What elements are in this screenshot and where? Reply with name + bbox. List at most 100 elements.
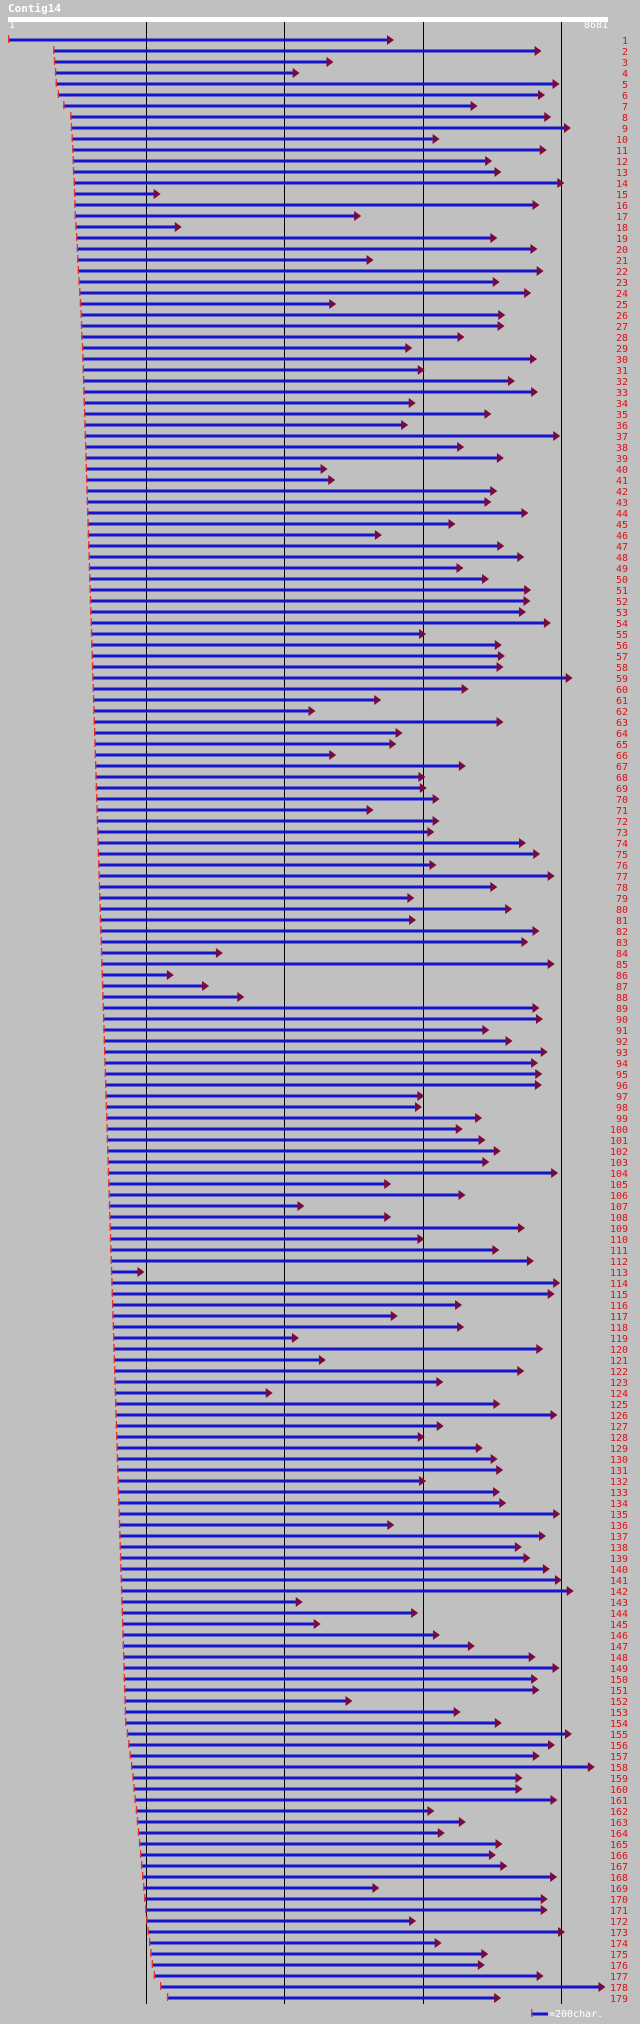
read-start-tick (121, 1608, 123, 1616)
read-arrow-head (457, 332, 465, 342)
read-start-tick (128, 1740, 130, 1748)
read-start-tick (86, 475, 88, 483)
read-start-tick (122, 1641, 124, 1649)
read-arrow-head (166, 970, 174, 980)
read-arrow-head (500, 1861, 508, 1871)
read-label: 30 (616, 355, 628, 366)
read-label: 4 (622, 69, 628, 80)
read-label: 14 (616, 179, 628, 190)
read-arrow-head (409, 915, 417, 925)
read-label: 20 (616, 245, 628, 256)
read-label: 121 (610, 1356, 628, 1367)
read-arrow-head (389, 739, 397, 749)
read-arrow-head (532, 1685, 540, 1695)
read-label: 115 (610, 1290, 628, 1301)
read-label: 51 (616, 586, 628, 597)
read-arrow-head (490, 882, 498, 892)
read-arrow-head (526, 1256, 534, 1266)
read-label: 36 (616, 421, 628, 432)
read-label: 85 (616, 960, 628, 971)
read-arrow-head (530, 244, 538, 254)
read-start-tick (103, 1025, 105, 1033)
read-start-tick (166, 1993, 169, 2001)
read-start-tick (89, 585, 91, 593)
read-arrow-head (467, 1641, 475, 1651)
read-arrow-head (408, 398, 416, 408)
read-start-tick (85, 453, 87, 461)
read-label: 152 (610, 1697, 628, 1708)
read-arrow-head (505, 1036, 513, 1046)
read-start-tick (95, 772, 97, 780)
read-arrow-head (437, 1828, 445, 1838)
read-arrow-head (417, 365, 425, 375)
read-label: 27 (616, 322, 628, 333)
read-label: 50 (616, 575, 628, 586)
read-start-tick (113, 1344, 115, 1352)
read-start-tick (124, 1685, 126, 1693)
read-start-tick (147, 1927, 149, 1935)
read-arrow-head (297, 1201, 305, 1211)
read-start-tick (100, 926, 102, 934)
read-arrow-head (374, 530, 382, 540)
read-arrow-head (507, 376, 515, 386)
read-arrow-head (519, 838, 527, 848)
read-label: 140 (610, 1565, 628, 1576)
read-start-tick (124, 1707, 127, 1715)
read-label: 156 (610, 1741, 628, 1752)
read-arrow-head (477, 1960, 485, 1970)
read-arrow-head (417, 1432, 425, 1442)
read-start-tick (75, 222, 77, 230)
contig-title: Contig14 (8, 2, 61, 15)
read-arrow-head (539, 1531, 547, 1541)
read-start-tick (91, 651, 93, 659)
read-arrow-head (497, 651, 505, 661)
read-start-tick (96, 805, 98, 813)
read-arrow-head (457, 1322, 465, 1332)
read-label: 81 (616, 916, 628, 927)
read-label: 90 (616, 1015, 628, 1026)
read-start-tick (98, 882, 101, 890)
read-start-tick (77, 266, 80, 274)
read-label: 41 (616, 476, 628, 487)
read-arrow-head (552, 1663, 560, 1673)
read-label: 162 (610, 1807, 628, 1818)
read-label: 3 (622, 58, 628, 69)
read-label: 62 (616, 707, 628, 718)
read-arrow-head (547, 1289, 555, 1299)
read-arrow-head (485, 156, 493, 166)
read-label: 21 (616, 256, 628, 267)
read-label: 102 (610, 1147, 628, 1158)
read-start-tick (125, 1718, 127, 1726)
read-label: 124 (610, 1389, 628, 1400)
read-start-tick (92, 695, 95, 703)
read-start-tick (114, 1366, 116, 1374)
read-arrow-head (517, 1223, 525, 1233)
read-arrow-head (553, 1509, 561, 1519)
read-arrow-head (557, 178, 565, 188)
read-start-tick (91, 640, 93, 648)
read-label: 8 (622, 113, 628, 124)
read-arrow-head (482, 1025, 490, 1035)
read-start-tick (86, 486, 88, 494)
read-arrow-head (517, 1366, 525, 1376)
read-label: 16 (616, 201, 628, 212)
read-label: 71 (616, 806, 628, 817)
read-arrow-head (540, 1047, 548, 1057)
read-start-tick (97, 849, 100, 857)
read-start-tick (83, 387, 85, 395)
read-label: 1 (622, 36, 628, 47)
read-arrow-head (419, 1476, 427, 1486)
read-arrow-head (534, 1080, 542, 1090)
read-start-tick (119, 1553, 122, 1561)
read-start-tick (150, 1949, 152, 1957)
read-label: 166 (610, 1851, 628, 1862)
read-label: 174 (610, 1939, 628, 1950)
read-label: 83 (616, 938, 628, 949)
read-start-tick (133, 1784, 135, 1792)
read-start-tick (8, 35, 10, 43)
read-label: 79 (616, 894, 628, 905)
read-label: 56 (616, 641, 628, 652)
read-arrow-head (532, 1751, 540, 1761)
read-label: 28 (616, 333, 628, 344)
